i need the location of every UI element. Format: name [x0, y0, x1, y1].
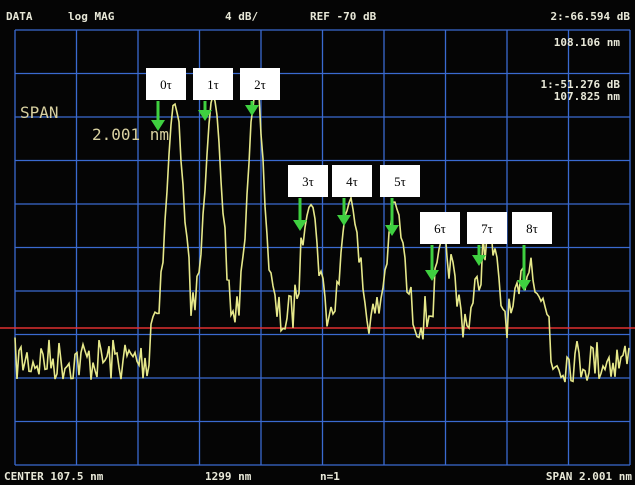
span-footer: SPAN 2.001 nm [546, 470, 632, 483]
reference: REF -70 dB [310, 10, 377, 23]
span-label: SPAN [20, 103, 59, 122]
peak-label: 5τ [394, 174, 406, 189]
peak-label: 7τ [481, 221, 493, 236]
count: n=1 [320, 470, 340, 483]
scale: 4 dB/ [225, 10, 258, 23]
peak-label: 3τ [302, 174, 314, 189]
peak-label: 0τ [160, 77, 172, 92]
marker1-position: 107.825 nm [554, 90, 621, 103]
marker2-position: 108.106 nm [554, 36, 621, 49]
resolution: 1299 nm [205, 470, 252, 483]
marker2-value: 2:-66.594 dB [551, 10, 631, 23]
analyzer-screen: DATA log MAG 4 dB/ REF -70 dB 2:-66.594 … [0, 0, 635, 485]
peak-label: 1τ [207, 77, 219, 92]
center: CENTER 107.5 nm [4, 470, 104, 483]
peak-label: 4τ [346, 174, 358, 189]
format: log MAG [68, 10, 115, 23]
peak-label: 2τ [254, 77, 266, 92]
peak-label: 6τ [434, 221, 446, 236]
peak-label: 8τ [526, 221, 538, 236]
mode: DATA [6, 10, 33, 23]
